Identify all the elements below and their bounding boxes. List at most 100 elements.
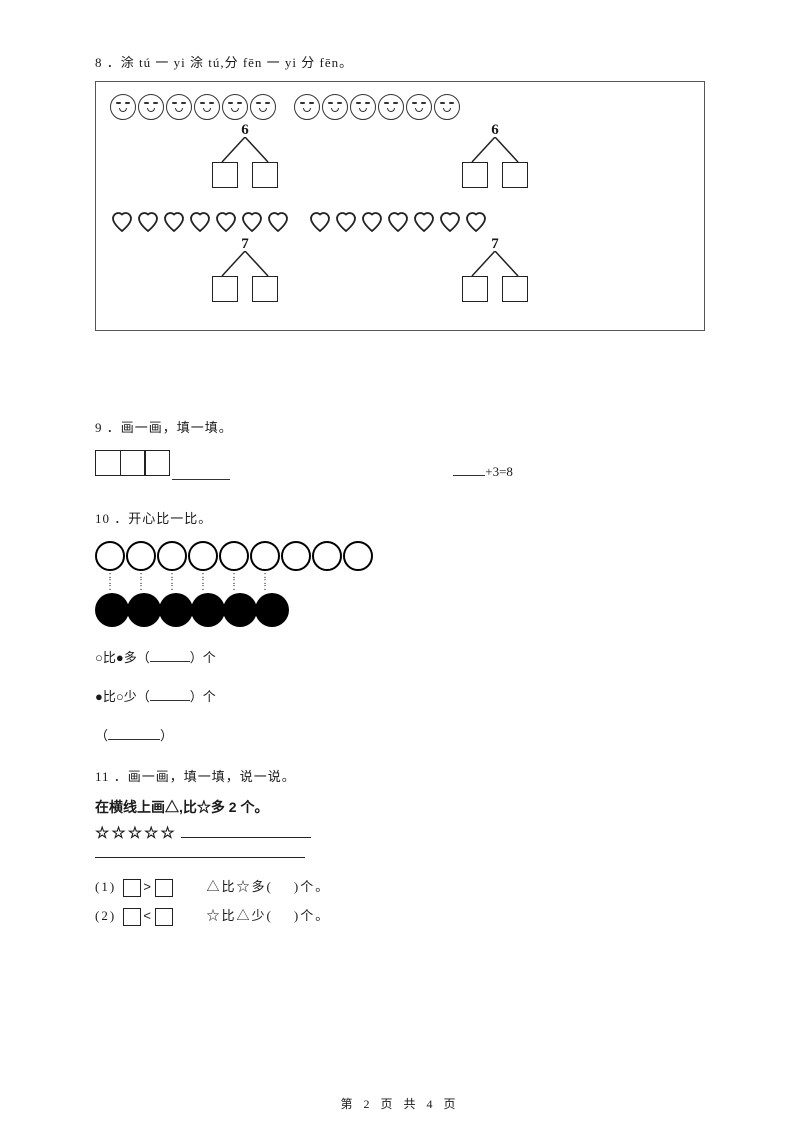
dots-icon: ::: xyxy=(95,573,125,591)
smile-icon xyxy=(110,94,136,120)
smile-icon xyxy=(194,94,220,120)
q11-sub2-mid: ☆比△少( xyxy=(207,908,273,923)
bond-box-right[interactable] xyxy=(252,162,278,188)
q10-open-circles xyxy=(95,541,705,571)
open-circle-icon xyxy=(219,541,249,571)
q11-sub1-end: )个。 xyxy=(294,879,330,894)
q11-sub2-num: (2) xyxy=(95,908,116,923)
dots-icon: ::: xyxy=(126,573,156,591)
q10-l3-blank[interactable] xyxy=(108,739,160,740)
dots-icon: ::: xyxy=(157,573,187,591)
heart-icon xyxy=(334,210,358,234)
q10-line3: （） xyxy=(95,725,705,744)
q11-sub1-num: (1) xyxy=(95,879,116,894)
q10-l2-suffix: ）个 xyxy=(190,689,216,704)
open-circle-icon xyxy=(126,541,156,571)
q11-figure: 在横线上画△,比☆多 2 个。 ☆☆☆☆☆ (1) > △比☆多( )个。 (2… xyxy=(95,797,705,926)
q11-sub1: (1) > △比☆多( )个。 xyxy=(95,876,705,897)
smile-icon xyxy=(294,94,320,120)
smile-icon xyxy=(166,94,192,120)
q10-l3-prefix: （ xyxy=(95,728,108,743)
q11-label: 11 ．画一画，填一填，说一说。 xyxy=(95,766,705,785)
q10-dots: :::::::::::::::::: xyxy=(95,573,705,591)
q11-sub1-mid: △比☆多( xyxy=(207,879,273,894)
q10-label: 10 ．开心比一比。 xyxy=(95,508,705,527)
number-bond: 6 xyxy=(450,122,540,192)
heart-icon xyxy=(110,210,134,234)
q9-cell xyxy=(120,450,146,476)
heart-icon xyxy=(308,210,332,234)
smile-icon xyxy=(222,94,248,120)
heart-icon xyxy=(136,210,160,234)
number-bond: 7 xyxy=(450,236,540,306)
smile-icon xyxy=(406,94,432,120)
open-circle-icon xyxy=(95,541,125,571)
bond-box-right[interactable] xyxy=(502,162,528,188)
q10-filled-circles xyxy=(95,593,705,627)
q8-row2-icons xyxy=(110,210,690,234)
dots-icon: ::: xyxy=(188,573,218,591)
q9-equation: +3=8 xyxy=(453,464,513,480)
open-circle-icon xyxy=(250,541,280,571)
filled-circle-icon xyxy=(191,593,225,627)
page-footer: 第 2 页 共 4 页 xyxy=(0,1095,800,1112)
filled-circle-icon xyxy=(223,593,257,627)
smile-icon xyxy=(250,94,276,120)
q11-draw-line-2[interactable] xyxy=(95,857,305,858)
q11-sub1-box-a[interactable] xyxy=(123,879,141,897)
q8-row2-bonds: 7 7 xyxy=(200,236,690,306)
smile-icon xyxy=(350,94,376,120)
open-circle-icon xyxy=(343,541,373,571)
filled-circle-icon xyxy=(159,593,193,627)
q10-l1-suffix: ）个 xyxy=(190,650,216,665)
filled-circle-icon xyxy=(95,593,129,627)
q10-l1-blank[interactable] xyxy=(150,661,190,662)
heart-icon xyxy=(188,210,212,234)
bond-box-left[interactable] xyxy=(462,276,488,302)
heart-icon xyxy=(438,210,462,234)
smile-icon xyxy=(322,94,348,120)
dots-icon: ::: xyxy=(219,573,249,591)
q9-cell xyxy=(144,450,170,476)
heart-icon xyxy=(412,210,436,234)
bond-box-left[interactable] xyxy=(212,162,238,188)
q11-draw-line[interactable] xyxy=(181,837,311,838)
q10-l3-suffix: ） xyxy=(160,728,173,743)
smile-icon xyxy=(434,94,460,120)
q9-boxes xyxy=(95,450,170,480)
lt-symbol: < xyxy=(143,908,153,923)
q11-subquestions: (1) > △比☆多( )个。 (2) < ☆比△少( )个。 xyxy=(95,876,705,926)
heart-icon xyxy=(240,210,264,234)
filled-circle-icon xyxy=(255,593,289,627)
smile-icon xyxy=(138,94,164,120)
q8-row1-icons xyxy=(110,94,690,120)
q10-line1: ○比●多（ ）个 xyxy=(95,647,705,666)
open-circle-icon xyxy=(281,541,311,571)
open-circle-icon xyxy=(188,541,218,571)
q11-sub2-end: )个。 xyxy=(294,908,330,923)
bond-box-right[interactable] xyxy=(252,276,278,302)
heart-icon xyxy=(386,210,410,234)
smile-icon xyxy=(378,94,404,120)
q9-cell xyxy=(95,450,121,476)
q11-sub1-box-b[interactable] xyxy=(155,879,173,897)
bond-box-left[interactable] xyxy=(212,276,238,302)
q11-sub2: (2) < ☆比△少( )个。 xyxy=(95,905,705,926)
q8-row1-bonds: 6 6 xyxy=(200,122,690,192)
heart-icon xyxy=(162,210,186,234)
q9-blank[interactable] xyxy=(453,475,485,476)
gt-symbol: > xyxy=(143,879,153,894)
q10-line2: ●比○少（）个 xyxy=(95,686,705,705)
q9-draw-line[interactable] xyxy=(172,479,230,480)
dots-icon: ::: xyxy=(250,573,280,591)
q11-sub2-box-a[interactable] xyxy=(123,908,141,926)
q8-frame: 6 6 7 7 xyxy=(95,81,705,331)
q10-figure: :::::::::::::::::: xyxy=(95,541,705,627)
q9-eq-text: +3=8 xyxy=(485,464,513,479)
q10-l2-blank[interactable] xyxy=(150,700,190,701)
bond-box-left[interactable] xyxy=(462,162,488,188)
bond-box-right[interactable] xyxy=(502,276,528,302)
q10-l1-prefix: ○比●多（ xyxy=(95,650,150,665)
q11-sub2-box-b[interactable] xyxy=(155,908,173,926)
q8-label: 8 ．涂 tú 一 yi 涂 tú,分 fēn 一 yi 分 fēn。 xyxy=(95,52,705,71)
